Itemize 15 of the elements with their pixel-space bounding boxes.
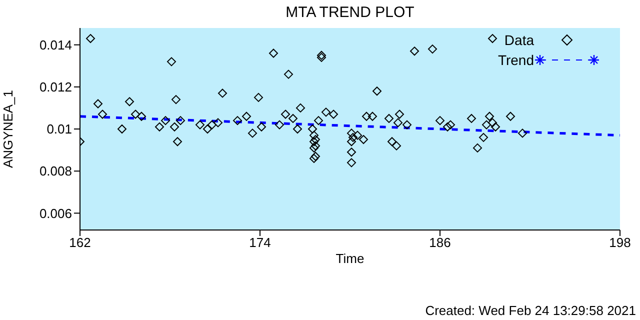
chart-title: MTA TREND PLOT	[284, 4, 416, 21]
x-tick-label: 174	[249, 235, 271, 250]
y-tick-label: 0.012	[39, 80, 72, 95]
x-tick-label: 162	[69, 235, 91, 250]
y-tick-label: 0.01	[46, 122, 72, 137]
legend-label: Trend	[498, 52, 534, 68]
legend-label: Data	[504, 32, 534, 48]
y-tick-label: 0.008	[39, 164, 72, 179]
y-axis-title: ANGYNEA_1	[0, 90, 16, 168]
y-tick-label: 0.006	[39, 206, 72, 221]
text: Created: Wed Feb 24 13:29:58 2021	[425, 303, 636, 318]
x-axis-title: Time	[336, 251, 364, 266]
y-tick-label: 0.014	[39, 37, 72, 52]
x-tick-label: 186	[429, 235, 451, 250]
x-tick-label: 198	[609, 235, 631, 250]
